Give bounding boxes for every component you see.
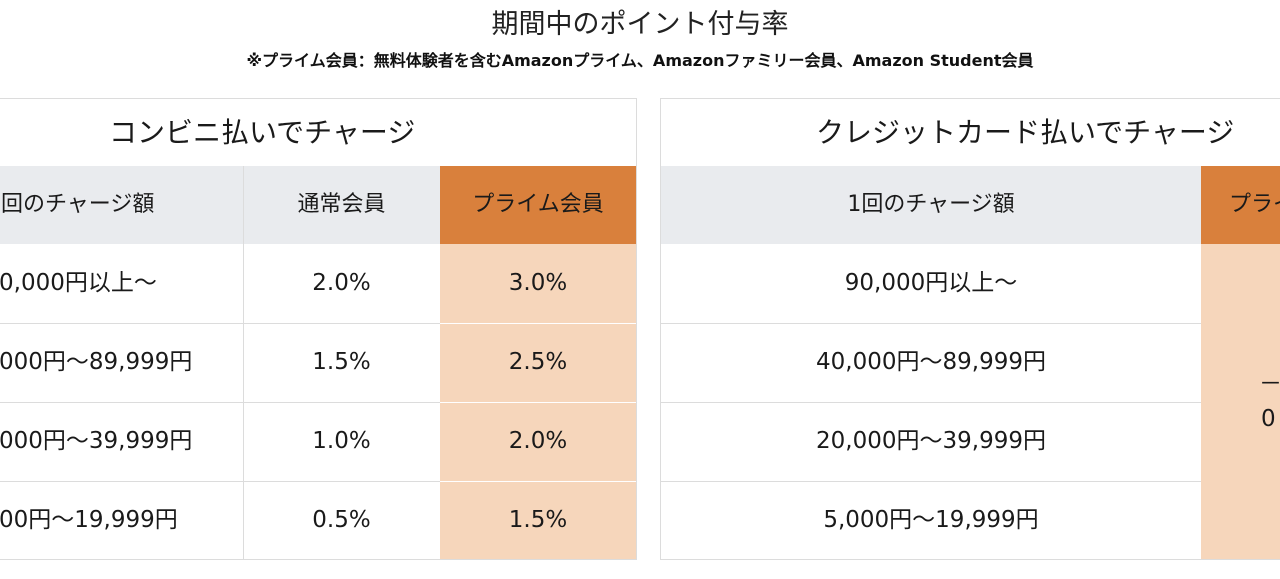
header-charge-amount: 回のチャージ額 xyxy=(0,166,243,244)
header-regular-member: 通常会員 xyxy=(243,166,440,244)
row-divider xyxy=(661,402,1201,403)
row-1-amount: 0,000円以上～ xyxy=(0,270,157,296)
page-subtitle: ※プライム会員：無料体験者を含むAmazonプライム、Amazonファミリー会員… xyxy=(246,51,1034,70)
prime-row-divider xyxy=(440,481,636,482)
prime-row-divider xyxy=(440,402,636,403)
header-prime-member: プライム会員 xyxy=(440,166,636,244)
prime-row-divider xyxy=(440,323,636,324)
row-2-amount: 40,000円～89,999円 xyxy=(816,349,1046,375)
column-divider xyxy=(243,166,244,559)
convenience-store-charge-table: コンビニ払いでチャージ 回のチャージ額 通常会員 プライム会員 0,000円以上… xyxy=(0,98,637,560)
row-divider xyxy=(661,323,1201,324)
row-1-prime-rate: 3.0% xyxy=(440,244,636,323)
row-divider xyxy=(661,481,1201,482)
row-3-prime-rate: 2.0% xyxy=(440,402,636,481)
row-4-amount: 5,000円～19,999円 xyxy=(823,507,1039,533)
row-2-amount: 000円～89,999円 xyxy=(0,349,193,375)
page-title: 期間中のポイント付与率 xyxy=(491,9,789,40)
row-2-regular-rate: 1.5% xyxy=(312,349,371,375)
row-1-amount: 90,000円以上～ xyxy=(844,270,1018,296)
row-divider xyxy=(0,402,440,403)
row-4-regular-rate: 0.5% xyxy=(312,507,371,533)
convenience-store-table-title: コンビニ払いでチャージ xyxy=(109,116,416,149)
row-4-prime-rate: 1.5% xyxy=(440,481,636,559)
row-4-amount: 00円～19,999円 xyxy=(0,507,178,533)
row-3-regular-rate: 1.0% xyxy=(312,428,371,454)
row-divider xyxy=(0,323,440,324)
header-prime-member: プライ xyxy=(1201,166,1280,244)
row-1-regular-rate: 2.0% xyxy=(312,270,371,296)
prime-rate-line-2: 0 xyxy=(1261,406,1276,432)
row-2-prime-rate: 2.5% xyxy=(440,323,636,402)
prime-rate-line-1: － xyxy=(1259,371,1280,397)
row-3-amount: 20,000円～39,999円 xyxy=(816,428,1046,454)
row-3-amount: 000円～39,999円 xyxy=(0,428,193,454)
header-charge-amount: 1回のチャージ額 xyxy=(661,166,1201,244)
credit-card-table-title: クレジットカード払いでチャージ xyxy=(816,116,1235,149)
prime-rate-merged-cell: － 0 xyxy=(1201,244,1280,559)
credit-card-charge-table: クレジットカード払いでチャージ 1回のチャージ額 プライ 90,000円以上～ … xyxy=(660,98,1280,560)
row-divider xyxy=(0,481,440,482)
